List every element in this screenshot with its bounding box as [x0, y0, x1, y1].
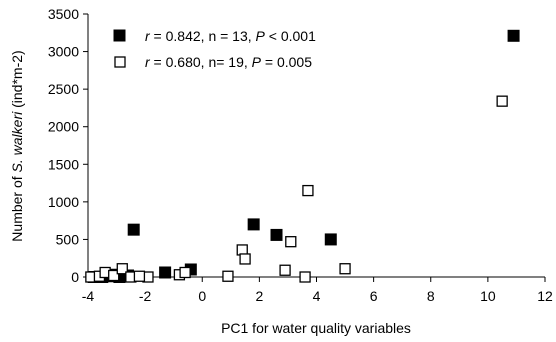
legend-1-p-text: < 0.001 [265, 28, 316, 44]
x-tick-label: 6 [370, 288, 378, 304]
y-axis-title-suffix: (ind*m-2) [9, 50, 25, 111]
y-tick-label: 1000 [48, 194, 79, 210]
data-point-open [339, 263, 351, 275]
data-point-filled [270, 228, 283, 241]
legend-2-r-text: = 0.680, n= 19, [150, 54, 252, 70]
x-tick-label: 2 [255, 288, 263, 304]
legend: r = 0.842, n = 13, P < 0.001 r = 0.680, … [113, 28, 316, 70]
y-ticks: 0 500 1000 1500 2000 2500 3000 3500 [48, 6, 88, 285]
data-point-open [108, 269, 120, 282]
y-tick-label: 2000 [48, 119, 79, 135]
x-tick-label: 8 [427, 288, 435, 304]
data-point-open [279, 264, 291, 276]
data-point-open [116, 263, 128, 275]
legend-1-r-text: = 0.842, n = 13, [150, 28, 256, 44]
legend-entry-2: r = 0.680, n= 19, P = 0.005 [145, 54, 312, 70]
y-axis-title-species: S. walkeri [9, 111, 25, 173]
data-point-open [496, 95, 508, 107]
legend-2-p-text: = 0.005 [261, 54, 312, 70]
x-tick-label: 0 [198, 288, 206, 304]
data-point-open [299, 271, 311, 283]
x-tick-label: 10 [480, 288, 496, 304]
legend-1-r-label: r [145, 28, 151, 44]
legend-2-r-label: r [145, 54, 151, 70]
y-tick-label: 2500 [48, 81, 79, 97]
x-tick-label: -2 [139, 288, 152, 304]
y-tick-label: 500 [56, 231, 80, 247]
data-point-open [302, 184, 314, 197]
data-point-filled [324, 233, 337, 246]
legend-marker-open-square [114, 56, 126, 68]
y-axis-title-prefix: Number of [9, 172, 25, 241]
x-tick-label: 12 [537, 288, 553, 304]
data-point-filled [507, 29, 520, 42]
y-tick-label: 3000 [48, 44, 79, 60]
legend-entry-1: r = 0.842, n = 13, P < 0.001 [145, 28, 316, 44]
data-point-filled [127, 223, 140, 236]
data-point-open [285, 236, 297, 248]
legend-2-p-label: P [252, 54, 262, 70]
x-axis-title: PC1 for water quality variables [221, 320, 411, 336]
x-ticks: -4 -2 0 2 4 6 8 10 12 [82, 277, 553, 304]
x-tick-label: 4 [313, 288, 321, 304]
data-point-open [133, 270, 146, 282]
y-tick-label: 1500 [48, 156, 79, 172]
data-point-filled [159, 266, 172, 279]
data-point-open [239, 253, 251, 265]
y-axis-title: Number of S. walkeri (ind*m-2) [9, 50, 25, 241]
data-point-open [179, 266, 191, 279]
data-point-open [222, 270, 234, 282]
x-tick-label: -4 [82, 288, 95, 304]
legend-marker-filled-square [113, 29, 126, 42]
y-tick-label: 0 [71, 269, 79, 285]
y-tick-label: 3500 [48, 6, 79, 22]
legend-1-p-label: P [256, 28, 266, 44]
data-point-filled [247, 218, 260, 231]
data-points [85, 29, 520, 283]
